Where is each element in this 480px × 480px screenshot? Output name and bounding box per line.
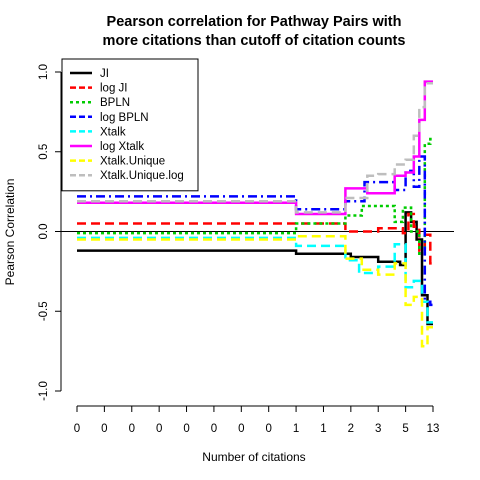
x-tick-label: 5 — [402, 423, 408, 435]
y-tick-label: -1.0 — [38, 381, 50, 401]
x-tick-label: 1 — [293, 423, 299, 435]
y-tick-label: -0.5 — [38, 301, 50, 321]
series-line-xtalk — [77, 236, 433, 324]
legend-label: JI — [100, 68, 109, 80]
x-tick-label: 3 — [375, 423, 381, 435]
series-line-log-ji — [77, 212, 433, 265]
x-tick-label: 0 — [211, 423, 217, 435]
y-tick-label: 0.0 — [38, 224, 50, 240]
x-tick-label: 0 — [238, 423, 244, 435]
chart-title-line-1: Pearson correlation for Pathway Pairs wi… — [107, 14, 402, 30]
legend-box — [61, 58, 199, 192]
chart-title-line-2: more citations than cutoff of citation c… — [103, 33, 406, 49]
legend-label: Xtalk — [100, 126, 126, 138]
axes: -1.0 -0.5 0.0 0.5 1.0 0 0 0 0 0 0 0 0 1 1 2 3 5 13 — [38, 64, 454, 435]
y-axis-label: Pearson Correlation — [3, 179, 17, 286]
legend-label: log JI — [100, 83, 128, 95]
x-tick-label: 0 — [265, 423, 271, 435]
legend-label: log Xtalk — [100, 141, 144, 153]
series-line-xtalk-unique-log — [77, 81, 433, 214]
x-tick-label: 1 — [320, 423, 326, 435]
legend-label: Xtalk.Unique — [100, 156, 165, 168]
series-layer — [77, 80, 433, 348]
y-tick-label: 0.5 — [38, 144, 50, 160]
legend: JI log JI BPLN log BPLN Xtalk log Xtalk Xtalk.… — [61, 58, 199, 192]
series-line-log-bpln — [77, 155, 433, 307]
x-tick-label: 2 — [348, 423, 354, 435]
x-tick-label: 0 — [74, 423, 80, 435]
x-tick-label: 0 — [156, 423, 162, 435]
x-tick-label: 0 — [183, 423, 189, 435]
x-axis-label: Number of citations — [202, 450, 305, 464]
x-tick-label: 0 — [129, 423, 135, 435]
x-tick-label: 13 — [427, 423, 440, 435]
series-line-xtalk-unique — [77, 235, 433, 348]
legend-label: Xtalk.Unique.log — [100, 170, 184, 182]
series-line-bpln — [77, 137, 433, 256]
legend-label: log BPLN — [100, 112, 149, 124]
y-tick-label: 1.0 — [38, 64, 50, 80]
x-tick-label: 0 — [101, 423, 107, 435]
legend-label: BPLN — [100, 97, 130, 109]
